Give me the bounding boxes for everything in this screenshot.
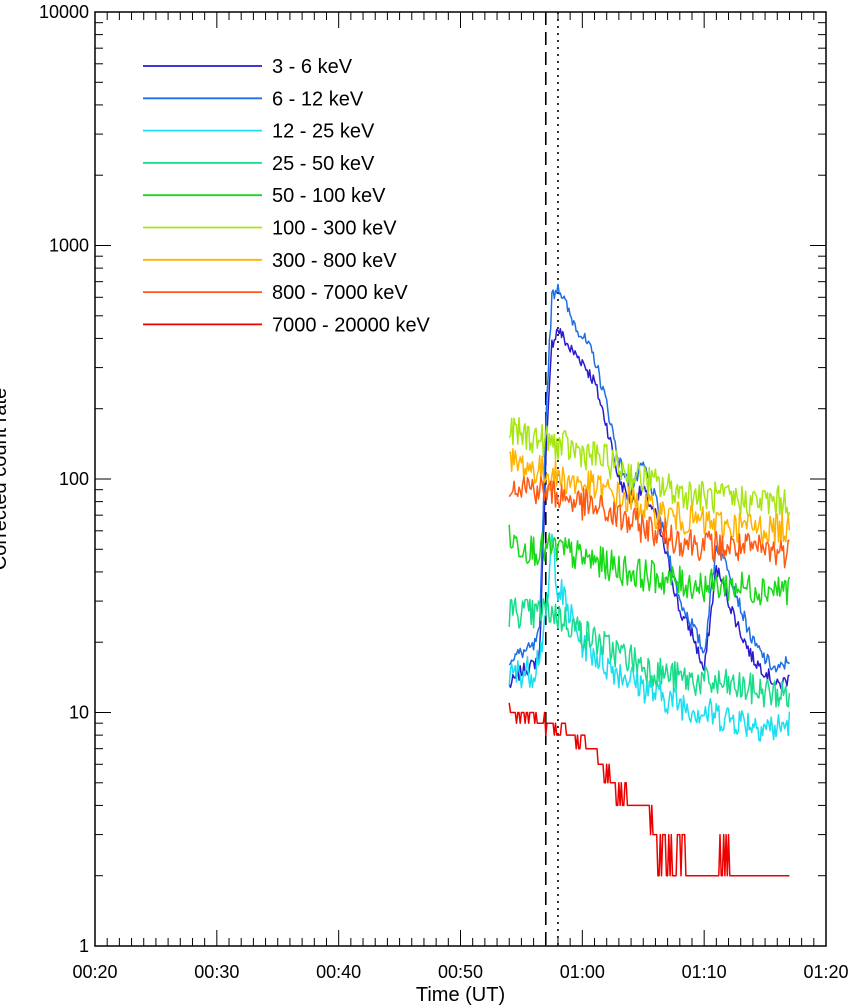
- series-line: [508, 702, 790, 877]
- x-tick-label: 00:30: [194, 962, 239, 982]
- y-tick-label: 10: [69, 703, 89, 723]
- legend-label: 800 - 7000 keV: [272, 282, 408, 304]
- series-line: [508, 328, 790, 690]
- legend-label: 12 - 25 keV: [272, 121, 375, 143]
- legend-label: 100 - 300 keV: [272, 218, 397, 240]
- series-line: [508, 476, 790, 569]
- series-line: [508, 533, 791, 742]
- legend-label: 50 - 100 keV: [272, 185, 386, 207]
- legend-label: 25 - 50 keV: [272, 153, 375, 175]
- legend-label: 3 - 6 keV: [272, 56, 353, 78]
- axis-ticks: 00:20 00:30 00:40 00:50 01:00 01:10 01:20 1 10 10…: [39, 2, 849, 982]
- series-lines: [508, 283, 791, 877]
- y-tick-label: 1: [79, 936, 89, 956]
- x-tick-label: 00:20: [72, 962, 117, 982]
- series-line: [508, 593, 791, 708]
- legend: 3 - 6 keV 6 - 12 keV 12 - 25 keV 25 - 50 ke…: [143, 56, 431, 336]
- x-tick-label: 00:40: [316, 962, 361, 982]
- x-axis-label: Time (UT): [416, 984, 505, 1006]
- legend-label: 7000 - 20000 keV: [272, 314, 431, 336]
- series-line: [509, 448, 791, 546]
- x-tick-label: 01:00: [560, 962, 605, 982]
- series-line: [508, 416, 791, 518]
- y-tick-label: 100: [59, 469, 89, 489]
- x-tick-label: 00:50: [438, 962, 483, 982]
- plot-frame: [94, 11, 827, 947]
- y-tick-label: 1000: [49, 236, 89, 256]
- legend-label: 6 - 12 keV: [272, 88, 364, 110]
- x-tick-label: 01:10: [682, 962, 727, 982]
- legend-label: 300 - 800 keV: [272, 250, 397, 272]
- series-line: [508, 524, 791, 606]
- y-tick-label: 10000: [39, 2, 89, 22]
- y-axis-label: Corrected count rate: [0, 388, 11, 570]
- x-tick-label: 01:20: [803, 962, 848, 982]
